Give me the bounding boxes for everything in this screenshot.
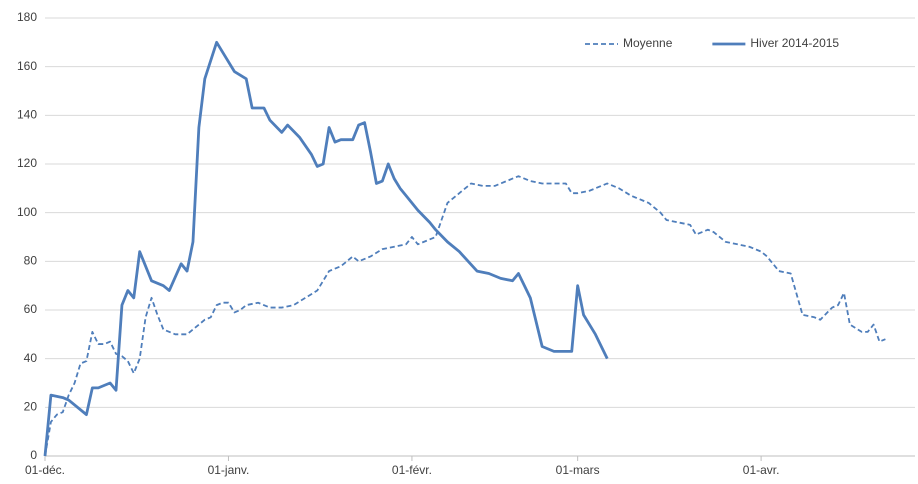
x-tick-label: 01-janv. <box>208 463 250 477</box>
legend-label: Moyenne <box>623 36 673 50</box>
x-tick-label: 01-avr. <box>743 463 780 477</box>
y-tick-label: 120 <box>17 156 37 170</box>
series-line <box>44 175 886 457</box>
y-tick-label: 60 <box>24 302 38 316</box>
x-tick-label: 01-févr. <box>392 463 432 477</box>
y-tick-label: 180 <box>17 10 37 24</box>
series-line <box>43 40 609 457</box>
y-tick-label: 0 <box>30 448 37 462</box>
y-tick-label: 160 <box>17 59 37 73</box>
y-tick-label: 20 <box>24 400 38 414</box>
y-tick-label: 80 <box>24 254 38 268</box>
y-tick-label: 140 <box>17 108 37 122</box>
x-tick-label: 01-déc. <box>25 463 65 477</box>
legend-label: Hiver 2014-2015 <box>750 36 839 50</box>
x-tick-label: 01-mars <box>556 463 600 477</box>
y-tick-label: 100 <box>17 205 37 219</box>
y-tick-label: 40 <box>24 351 38 365</box>
